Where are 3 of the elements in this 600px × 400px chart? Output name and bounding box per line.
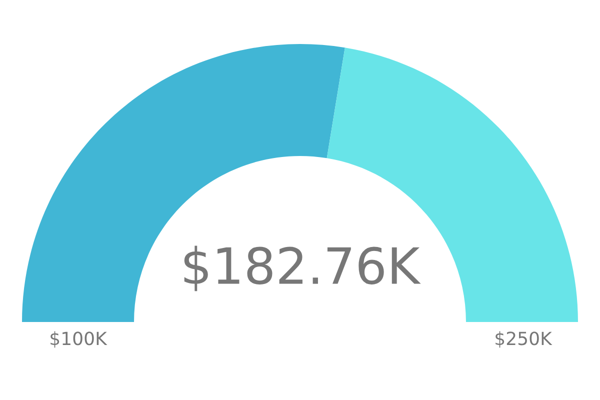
text: $100K [50, 331, 108, 348]
text: $182.76K [184, 246, 421, 292]
text: $250K [496, 331, 552, 348]
